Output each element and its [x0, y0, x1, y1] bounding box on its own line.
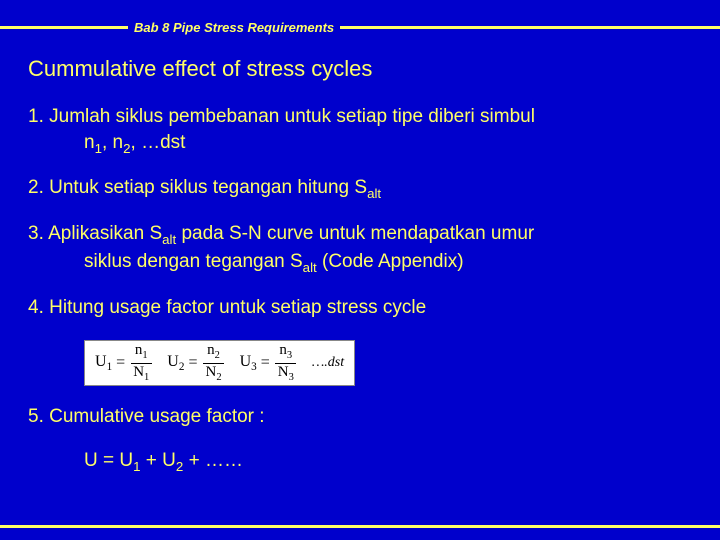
slide-title: Cummulative effect of stress cycles — [28, 56, 692, 82]
list-item-3: 3. Aplikasikan Salt pada S-N curve untuk… — [28, 221, 692, 276]
formula-row: U1 = n1 N1 U2 = n2 N2 U3 — [95, 343, 344, 383]
footer-rule — [0, 525, 720, 528]
formula-dots: ….dst — [312, 355, 344, 371]
item1-text-lead: 1. Jumlah siklus pembebanan untuk setiap… — [28, 106, 535, 127]
item3-line2: siklus dengan tegangan Salt (Code Append… — [28, 249, 692, 277]
slide: Bab 8 Pipe Stress Requirements Cummulati… — [0, 0, 720, 540]
header-rule-right — [340, 26, 720, 29]
u1-term: U1 = n1 N1 — [95, 343, 153, 383]
list-item-1: 1. Jumlah siklus pembebanan untuk setiap… — [28, 104, 692, 157]
usage-factor-formula: U1 = n1 N1 U2 = n2 N2 U3 — [84, 340, 355, 386]
item3-a: 3. Aplikasikan S — [28, 223, 162, 244]
cumulative-equation: U = U1 + U2 + …… — [28, 448, 692, 476]
item2-sub: alt — [367, 186, 381, 201]
item2-text: 2. Untuk setiap siklus tegangan hitung S — [28, 177, 367, 198]
list-item-2: 2. Untuk setiap siklus tegangan hitung S… — [28, 175, 692, 203]
list-item-4: 4. Hitung usage factor untuk setiap stre… — [28, 295, 692, 321]
content-area: Cummulative effect of stress cycles 1. J… — [28, 56, 692, 494]
header-bar: Bab 8 Pipe Stress Requirements — [0, 20, 720, 35]
item1-symbols: n1, n2, …dst — [28, 130, 692, 158]
u2-term: U2 = n2 N2 — [167, 343, 225, 383]
chapter-label: Bab 8 Pipe Stress Requirements — [128, 20, 340, 35]
header-rule-left — [0, 26, 128, 29]
u3-term: U3 = n3 N3 — [240, 343, 298, 383]
item3-b: pada S-N curve untuk mendapatkan umur — [176, 223, 534, 244]
list-item-5: 5. Cumulative usage factor : — [28, 404, 692, 430]
